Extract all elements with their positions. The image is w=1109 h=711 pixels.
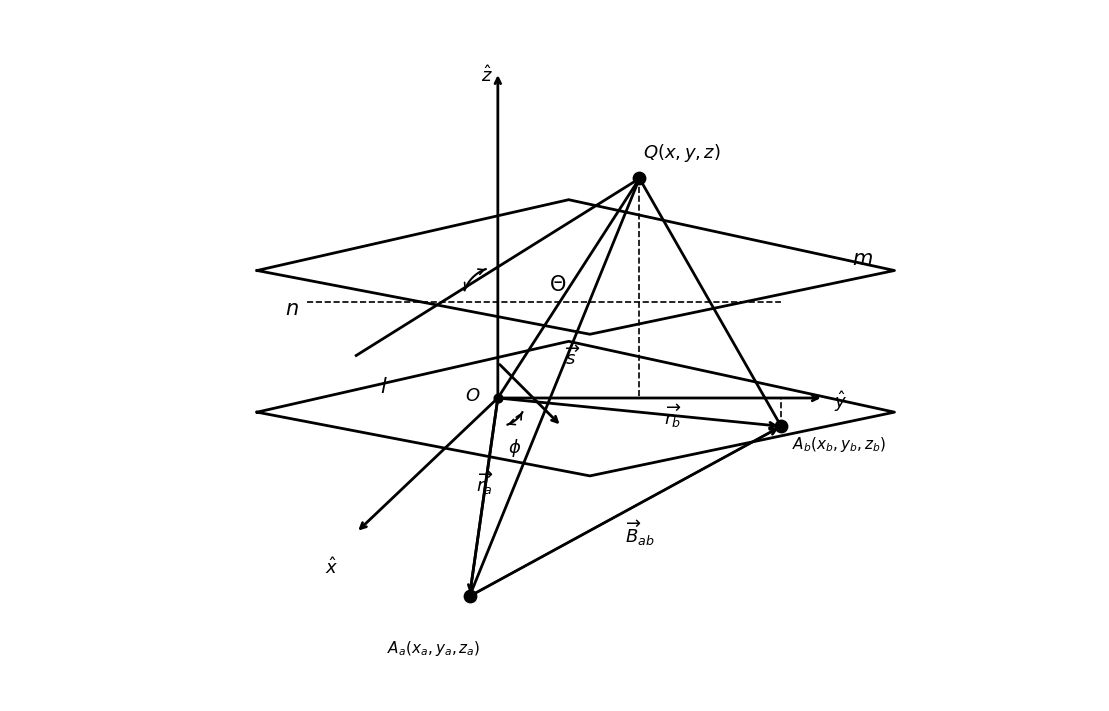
- Text: $n$: $n$: [285, 300, 299, 319]
- Text: $m$: $m$: [852, 250, 873, 269]
- Text: $\hat{x}$: $\hat{x}$: [325, 557, 338, 578]
- Text: $\phi$: $\phi$: [508, 437, 521, 459]
- Point: [772, 421, 790, 432]
- Text: $\hat{z}$: $\hat{z}$: [481, 65, 494, 86]
- Text: $\overrightarrow{B}_{ab}$: $\overrightarrow{B}_{ab}$: [625, 518, 655, 548]
- Text: $\overrightarrow{r_b}$: $\overrightarrow{r_b}$: [664, 402, 682, 429]
- Text: $O$: $O$: [465, 387, 480, 405]
- Text: $A_a(x_a,y_a,z_a)$: $A_a(x_a,y_a,z_a)$: [387, 638, 481, 658]
- Text: $l$: $l$: [380, 378, 388, 397]
- Text: $A_b(x_b,y_b,z_b)$: $A_b(x_b,y_b,z_b)$: [792, 434, 886, 454]
- Point: [460, 591, 478, 602]
- Point: [631, 173, 649, 184]
- Text: $\overrightarrow{s}$: $\overrightarrow{s}$: [566, 345, 580, 369]
- Text: $\hat{y}$: $\hat{y}$: [834, 389, 847, 414]
- Text: $Q(x,y,z)$: $Q(x,y,z)$: [643, 142, 721, 164]
- Point: [489, 392, 507, 404]
- Text: $\Theta$: $\Theta$: [549, 274, 567, 294]
- Text: $\overrightarrow{r_a}$: $\overrightarrow{r_a}$: [476, 469, 495, 497]
